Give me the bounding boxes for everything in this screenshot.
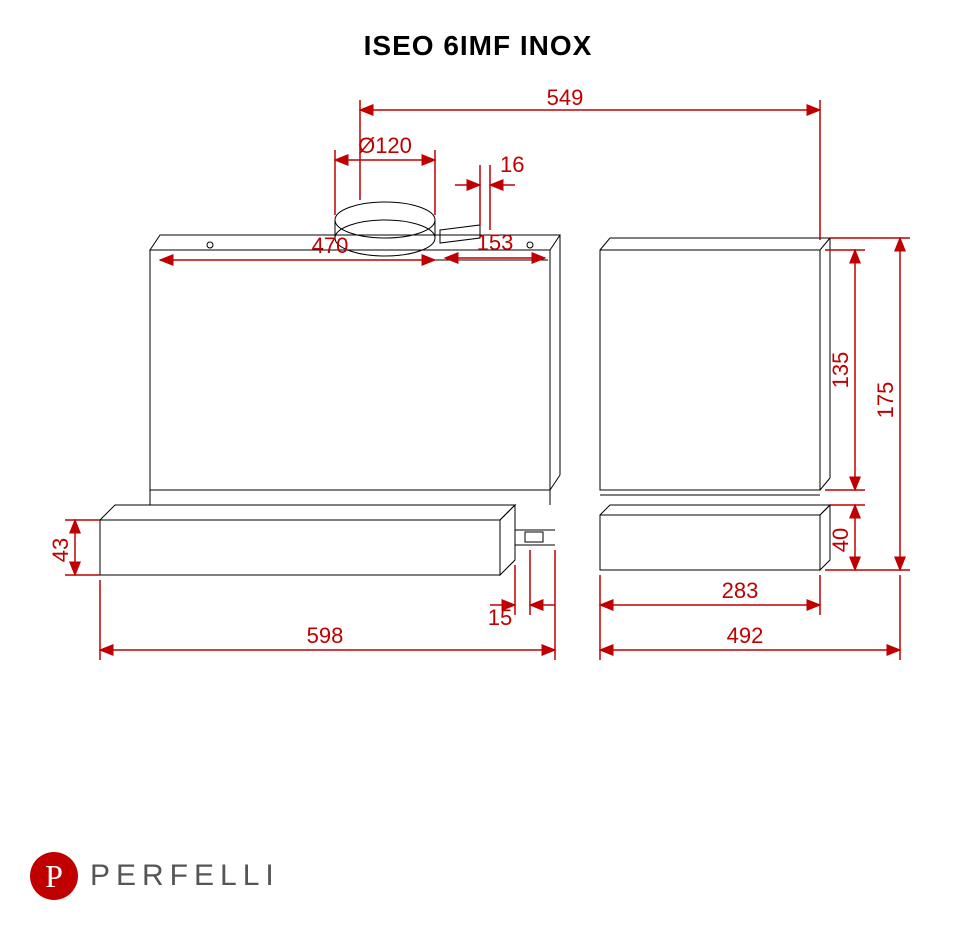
dim-15: 15 <box>488 605 512 630</box>
dim-470: 470 <box>312 233 349 258</box>
brand-block: P PERFELLI <box>30 852 280 900</box>
dim-283: 283 <box>722 578 759 603</box>
dim-549: 549 <box>547 85 584 110</box>
dim-43: 43 <box>48 538 73 562</box>
technical-drawing: 549 Ø120 16 470 153 135 175 40 43 598 15… <box>0 0 956 930</box>
dim-598: 598 <box>307 623 344 648</box>
dim-diameter: Ø120 <box>358 133 412 158</box>
dim-40: 40 <box>828 528 853 552</box>
dim-175: 175 <box>873 382 898 419</box>
dim-492: 492 <box>727 623 764 648</box>
dim-16: 16 <box>500 152 524 177</box>
dim-135: 135 <box>828 352 853 389</box>
brand-name: PERFELLI <box>90 859 280 893</box>
dim-153: 153 <box>477 230 514 255</box>
brand-logo-icon: P <box>30 852 78 900</box>
